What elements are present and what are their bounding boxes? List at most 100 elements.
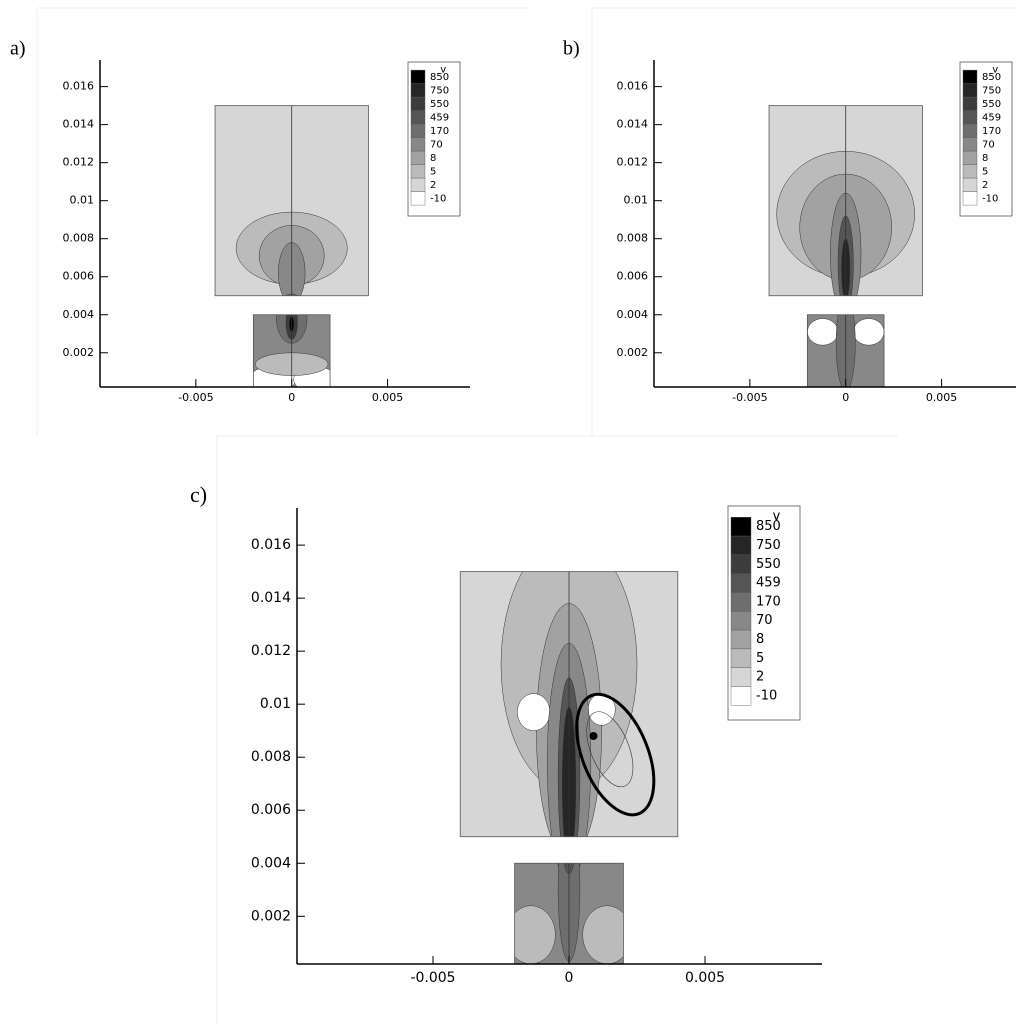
legend-label: 2 — [982, 180, 988, 191]
legend-label: 170 — [430, 126, 449, 137]
legend-swatch — [730, 592, 752, 612]
y-tick-label: 0.008 — [617, 232, 649, 245]
contours — [460, 571, 678, 964]
panel: 0.002 0.004 0.006 0.008 0.01 0.012 0.014 0.016 -… — [10, 38, 470, 404]
x-tick-label: -0.005 — [410, 970, 455, 986]
y-tick-label: 0.016 — [617, 80, 649, 93]
x-tick-label: 0 — [842, 391, 849, 404]
legend-swatch — [962, 69, 978, 84]
legend-label: 750 — [982, 85, 1001, 96]
legend-title: v — [773, 509, 781, 524]
legend-label: 750 — [756, 538, 781, 553]
legend-swatch — [730, 535, 752, 556]
legend-swatch — [410, 123, 426, 138]
y-tick-label: 0.002 — [251, 908, 291, 924]
contour-region — [506, 905, 556, 964]
legend-label: 850 — [982, 72, 1001, 83]
panel-label: c) — [190, 482, 207, 507]
legend-label: 8 — [756, 632, 764, 647]
legend-swatch — [962, 110, 978, 125]
legend-swatch — [410, 137, 426, 152]
legend-label: 5 — [756, 651, 764, 666]
legend-swatch — [962, 164, 978, 179]
domain-outline — [214, 105, 369, 297]
legend-swatch — [730, 611, 752, 631]
y-tick-label: 0.004 — [63, 308, 95, 321]
y-tick-label: 0.004 — [617, 308, 649, 321]
legend-swatch — [730, 573, 752, 593]
vortex-loop — [575, 692, 656, 817]
legend-label: 5 — [430, 166, 436, 177]
y-tick-label: 0.016 — [251, 537, 291, 553]
y-tick-label: 0.014 — [63, 118, 95, 131]
legend-label: 459 — [430, 112, 449, 123]
legend-swatch — [410, 96, 426, 111]
y-tick-label: 0.01 — [70, 194, 95, 207]
legend-swatch — [410, 83, 426, 98]
y-tick-label: 0.01 — [260, 696, 291, 712]
legend-label: 459 — [756, 576, 781, 591]
legend-label: 2 — [430, 180, 436, 191]
legend-swatch — [962, 150, 978, 165]
legend-title: v — [992, 64, 998, 75]
legend-swatch — [730, 667, 752, 687]
legend-swatch — [410, 164, 426, 179]
legend-swatch — [962, 137, 978, 152]
y-tick-label: 0.002 — [63, 346, 95, 359]
legend-label: 850 — [756, 519, 781, 534]
x-tick-label: -0.005 — [732, 391, 767, 404]
legend-label: 550 — [756, 557, 781, 572]
legend-label: 8 — [982, 153, 988, 164]
vortex-core — [589, 732, 598, 740]
y-tick-label: 0.016 — [63, 80, 95, 93]
contour-region — [807, 318, 839, 346]
x-tick-label: 0.005 — [926, 391, 958, 404]
legend-label: 550 — [982, 99, 1001, 110]
legend-label: 459 — [982, 112, 1001, 123]
y-tick-label: 0.008 — [63, 232, 95, 245]
legend-label: 70 — [982, 139, 995, 150]
legend-label: 850 — [430, 72, 449, 83]
x-tick-label: 0.005 — [685, 970, 725, 986]
x-tick-label: 0 — [288, 391, 295, 404]
contours — [215, 105, 369, 388]
legend-swatch — [730, 648, 752, 668]
legend-swatch — [410, 150, 426, 165]
legend-label: 550 — [430, 99, 449, 110]
y-tick-label: 0.012 — [63, 156, 95, 169]
legend-swatch — [962, 123, 978, 138]
legend-label: 70 — [430, 139, 443, 150]
domain-outline — [459, 571, 679, 838]
legend-swatch — [730, 517, 752, 537]
legend-swatch — [410, 69, 426, 84]
legend-swatch — [730, 554, 752, 574]
x-tick-label: 0 — [565, 970, 574, 986]
domain-outline — [768, 105, 923, 297]
legend-label: 5 — [982, 166, 988, 177]
x-tick-label: 0.005 — [372, 391, 404, 404]
panel-label: a) — [10, 38, 26, 60]
legend-swatch — [410, 191, 426, 206]
panel-label: b) — [563, 38, 580, 60]
y-tick-label: 0.004 — [251, 855, 291, 871]
y-tick-label: 0.01 — [624, 194, 649, 207]
contours — [769, 105, 923, 388]
legend-label: -10 — [430, 193, 446, 204]
contour-region — [853, 318, 885, 346]
legend-swatch — [962, 177, 978, 192]
vortex-loop — [586, 711, 634, 788]
y-tick-label: 0.006 — [63, 270, 95, 283]
legend-label: 70 — [756, 613, 773, 628]
contour-region — [582, 905, 632, 964]
y-tick-label: 0.012 — [617, 156, 649, 169]
y-tick-label: 0.006 — [617, 270, 649, 283]
legend-label: -10 — [756, 688, 777, 703]
legend-label: 170 — [982, 126, 1001, 137]
legend-swatch — [962, 83, 978, 98]
legend-label: 170 — [756, 594, 781, 609]
legend-swatch — [730, 686, 752, 706]
y-tick-label: 0.002 — [617, 346, 649, 359]
x-tick-label: -0.005 — [178, 391, 213, 404]
